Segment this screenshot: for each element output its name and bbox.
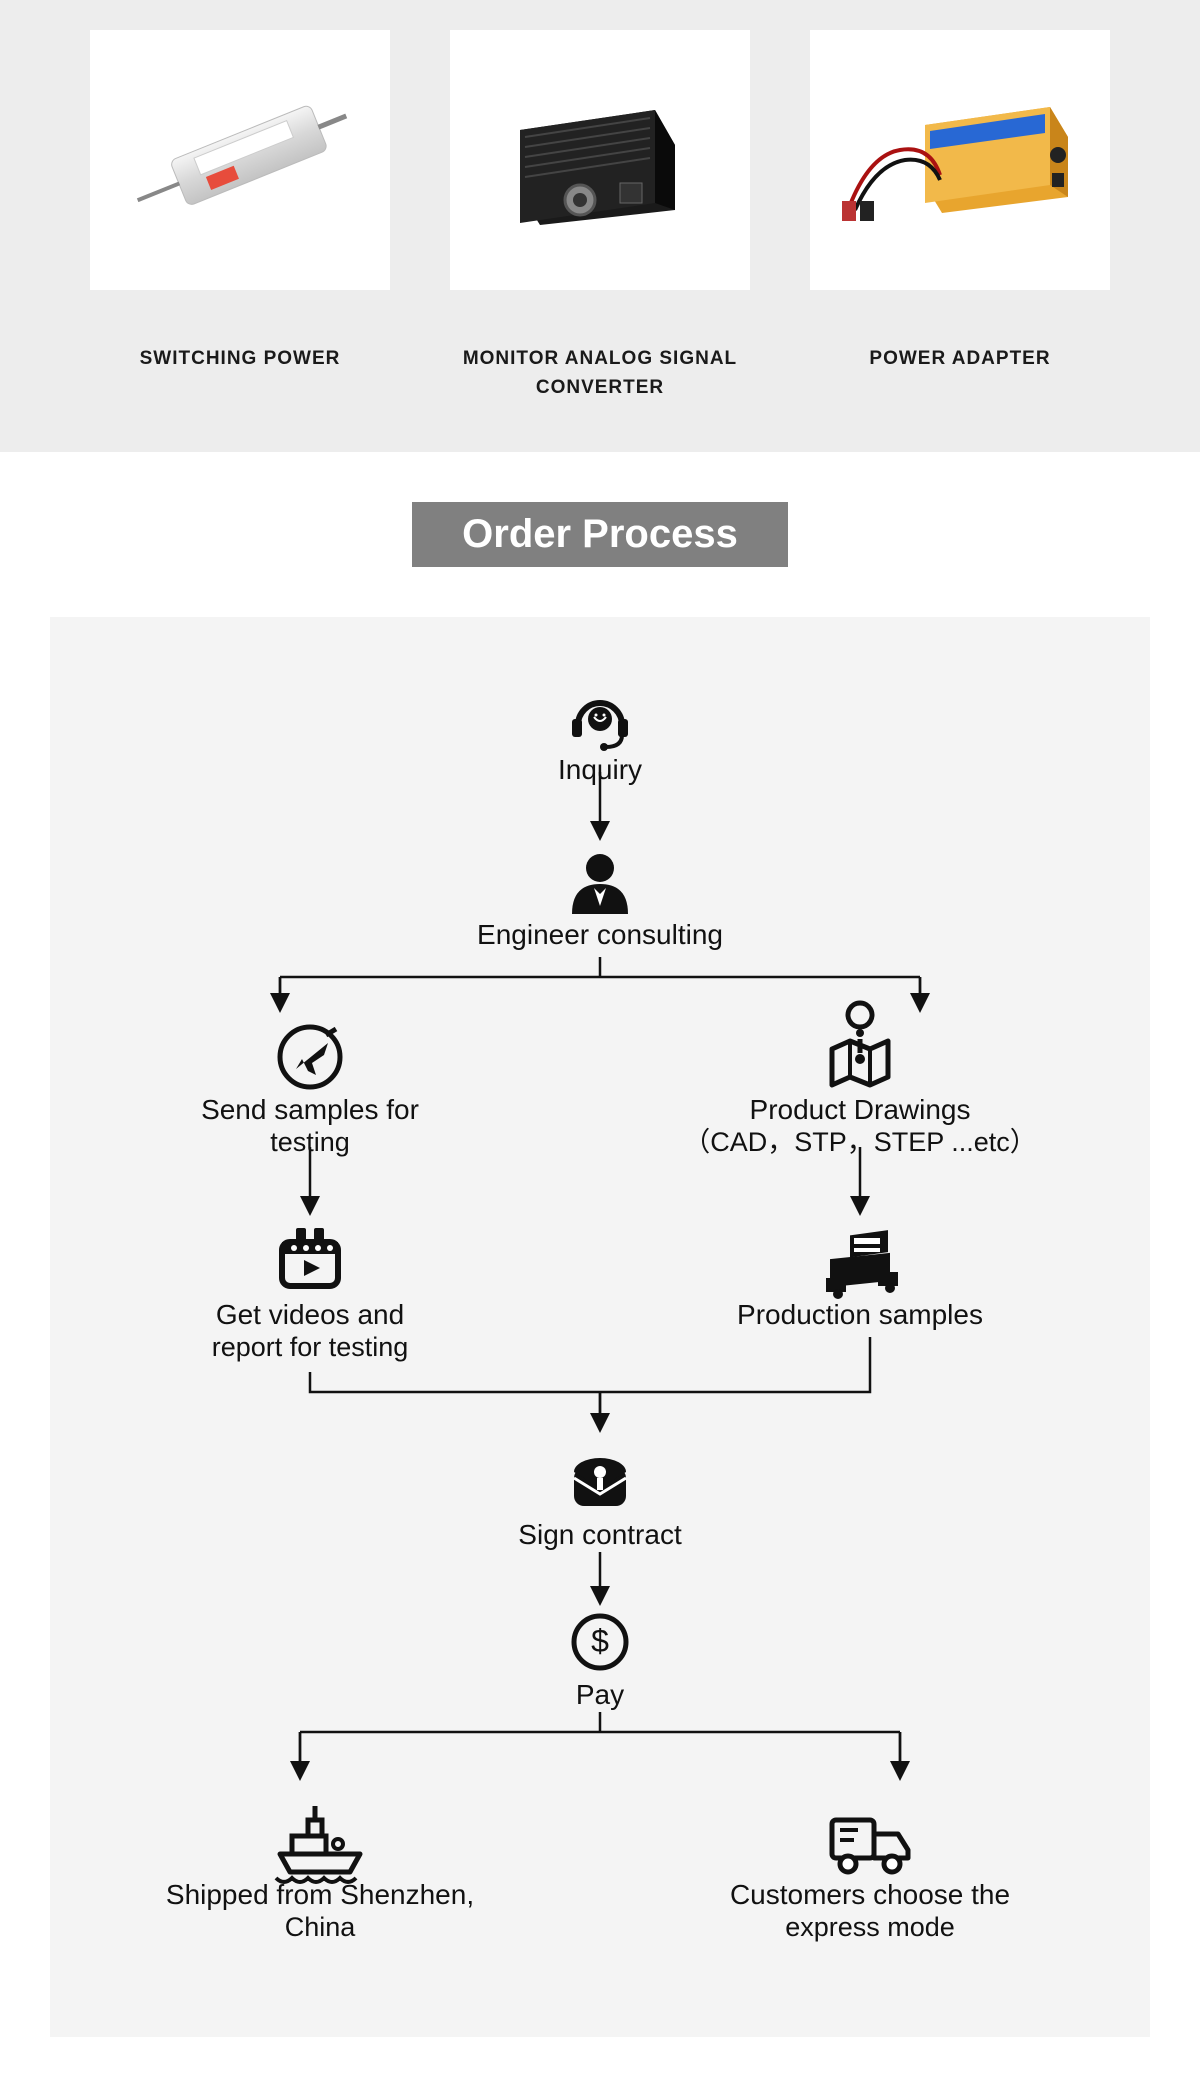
flow-node-label: Engineer consulting — [477, 919, 723, 950]
flow-node-production: Production samples — [737, 1230, 983, 1330]
map-icon — [832, 1003, 888, 1085]
product-label: SWITCHING POWER — [80, 345, 400, 374]
order-process-flow: Inquiry Engineer consulting Send samples… — [50, 617, 1150, 2037]
flow-node-drawings: Product Drawings（CAD，STP，STEP ...etc） — [683, 1003, 1037, 1157]
flow-node-label: Shipped from Shenzhen, — [166, 1879, 474, 1910]
flow-node-samples: Send samples fortesting — [201, 1027, 419, 1157]
flow-node-label: Get videos and — [216, 1299, 404, 1330]
machine-icon — [826, 1230, 898, 1299]
flow-node-label: Sign contract — [518, 1519, 682, 1550]
truck-icon — [832, 1820, 908, 1872]
flow-node-pay: $ Pay — [574, 1616, 626, 1710]
product-image — [450, 30, 750, 290]
ship-icon — [276, 1806, 360, 1882]
plane-icon — [280, 1027, 340, 1087]
flowchart-svg: Inquiry Engineer consulting Send samples… — [100, 657, 1100, 1977]
flow-node-label: Inquiry — [558, 754, 642, 785]
flow-node-label: express mode — [785, 1912, 955, 1942]
flow-node-express: Customers choose theexpress mode — [730, 1820, 1010, 1942]
dollar-icon: $ — [574, 1616, 626, 1668]
flow-node-contract: Sign contract — [518, 1458, 682, 1550]
product-label: POWER ADAPTER — [800, 345, 1120, 374]
flow-node-label: Customers choose the — [730, 1879, 1010, 1910]
product-image — [90, 30, 390, 290]
flow-node-label: Send samples for — [201, 1094, 419, 1125]
flow-node-label: testing — [270, 1127, 350, 1157]
products-section: SWITCHING POWER MONITOR AN — [0, 0, 1200, 452]
flow-node-videos: Get videos andreport for testing — [212, 1228, 409, 1362]
product-label: MONITOR ANALOG SIGNAL CONVERTER — [440, 345, 760, 402]
product-image — [810, 30, 1110, 290]
flow-node-shipped: Shipped from Shenzhen,China — [166, 1806, 474, 1942]
person-icon — [572, 854, 628, 914]
flow-node-label: Pay — [576, 1679, 624, 1710]
flow-node-inquiry: Inquiry — [558, 703, 642, 785]
flow-edge — [280, 957, 920, 1009]
video-icon — [282, 1228, 338, 1286]
envelope-icon — [574, 1458, 626, 1506]
product-card: MONITOR ANALOG SIGNAL CONVERTER — [440, 30, 760, 402]
flow-node-engineer: Engineer consulting — [477, 854, 723, 950]
product-card: SWITCHING POWER — [80, 30, 400, 402]
flow-node-label: Product Drawings — [750, 1094, 971, 1125]
flow-node-label: China — [285, 1912, 357, 1942]
flow-node-label: Production samples — [737, 1299, 983, 1330]
headset-icon — [572, 703, 628, 751]
order-process-header: Order Process — [412, 502, 788, 567]
svg-text:$: $ — [591, 1623, 609, 1659]
order-process-header-wrap: Order Process — [0, 452, 1200, 597]
flow-node-label: report for testing — [212, 1332, 409, 1362]
flow-edge — [300, 1712, 900, 1777]
product-card: POWER ADAPTER — [800, 30, 1120, 402]
flow-node-label: （CAD，STP，STEP ...etc） — [683, 1127, 1037, 1157]
